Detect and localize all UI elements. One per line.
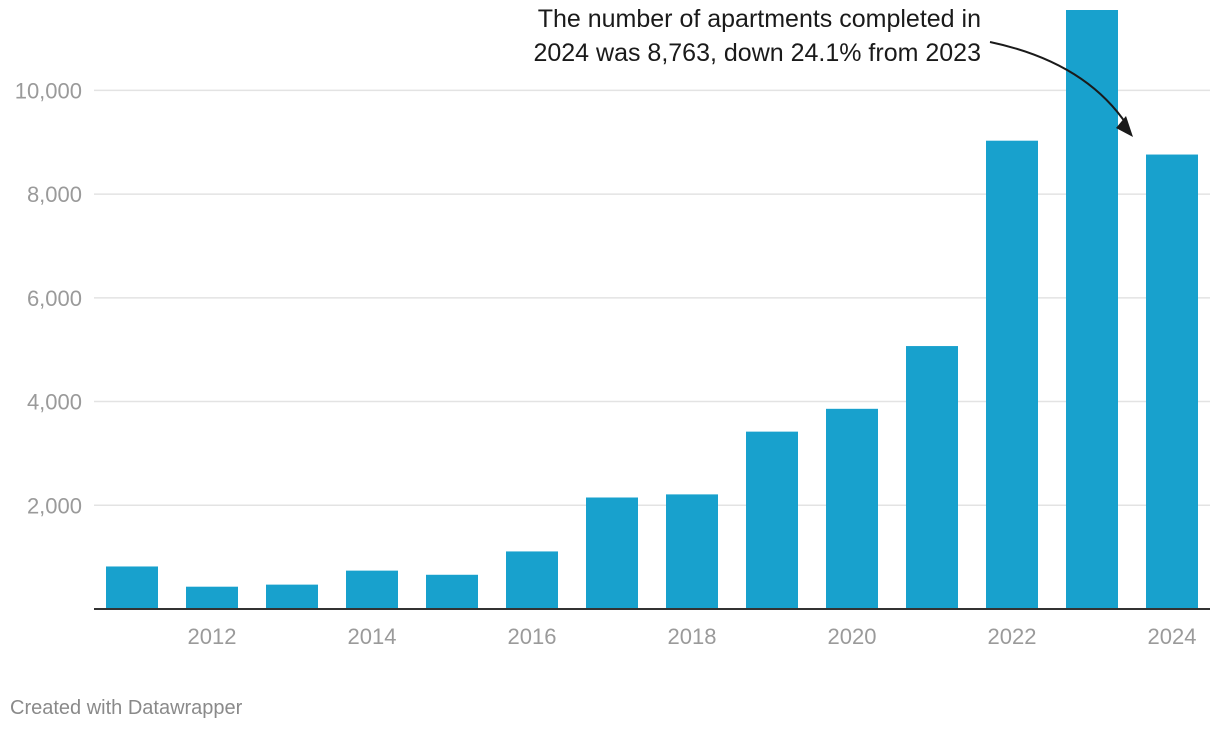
- annotation: The number of apartments completed in 20…: [533, 5, 1133, 137]
- gridlines: [94, 89, 1210, 507]
- x-tick-label-2018: 2018: [668, 624, 717, 649]
- y-tick-label: 2,000: [27, 493, 82, 518]
- bar-2017: [586, 497, 638, 609]
- bar-2023: [1066, 10, 1118, 609]
- y-tick-label: 6,000: [27, 286, 82, 311]
- bar-2019: [746, 431, 798, 609]
- y-tick-label: 4,000: [27, 390, 82, 415]
- x-tick-label-2020: 2020: [828, 624, 877, 649]
- x-tick-label-2012: 2012: [188, 624, 237, 649]
- bar-2016: [506, 551, 558, 609]
- annotation-text-line-2: 2024 was 8,763, down 24.1% from 2023: [533, 39, 981, 67]
- y-tick-label: 8,000: [27, 182, 82, 207]
- annotation-arrow-head: [1116, 116, 1133, 137]
- annotation-text-line-1: The number of apartments completed in: [538, 5, 981, 33]
- datawrapper-credit: Created with Datawrapper: [10, 697, 243, 719]
- y-axis-tick-labels: 2,000 4,000 6,000 8,000 10,000: [15, 78, 82, 518]
- bars: [106, 10, 1198, 610]
- x-axis-tick-labels: 2012 2014 2016 2018 2020 2022 2024: [188, 624, 1197, 649]
- bar-2011: [106, 566, 158, 609]
- bar-2012: [186, 586, 238, 609]
- bar-2021: [906, 346, 958, 609]
- x-tick-label-2016: 2016: [508, 624, 557, 649]
- bar-2014: [346, 570, 398, 609]
- bar-2020: [826, 408, 878, 609]
- annotation-arrow-curve: [989, 41, 1128, 126]
- bar-2022: [986, 140, 1038, 609]
- y-tick-label: 10,000: [15, 78, 82, 103]
- bar-2015: [426, 574, 478, 609]
- x-tick-label-2024: 2024: [1148, 624, 1197, 649]
- bar-2013: [266, 584, 318, 609]
- x-tick-label-2014: 2014: [348, 624, 397, 649]
- bar-2018: [666, 494, 718, 609]
- bar-2024: [1146, 154, 1198, 610]
- x-tick-label-2022: 2022: [988, 624, 1037, 649]
